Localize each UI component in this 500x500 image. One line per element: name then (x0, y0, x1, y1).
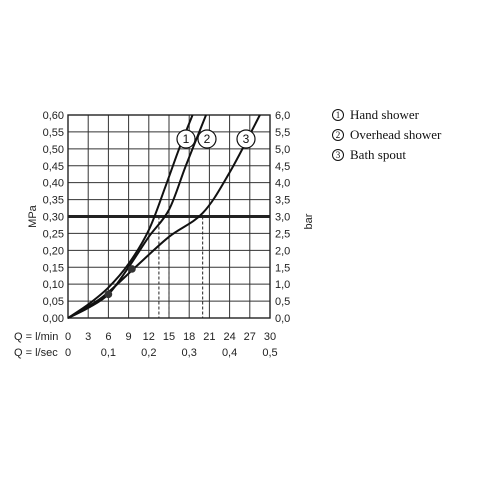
x-axis-tick-lsec: 0,3 (182, 347, 197, 359)
legend-marker (332, 149, 344, 161)
left-axis-tick-label: 0,05 (43, 296, 64, 308)
legend-label: Hand shower (350, 107, 420, 122)
x-axis-tick-lmin: 24 (223, 331, 235, 343)
curve-marker-2 (197, 129, 217, 149)
left-axis-tick-label: 0,60 (43, 110, 64, 122)
x-axis-tick-lmin: 21 (203, 331, 215, 343)
series-line-2 (67, 114, 207, 319)
legend: 1 Hand shower 2 Overhead shower 3 Bath spout (332, 107, 442, 162)
data-point (104, 290, 113, 299)
series-line-1 (67, 114, 194, 319)
left-axis-tick-label: 0,30 (43, 212, 64, 224)
right-axis-tick-label: 2,0 (275, 245, 290, 257)
left-axis-tick-label: 0,00 (43, 313, 64, 325)
legend-label: Bath spout (350, 147, 406, 162)
right-axis-tick-label: 5,5 (275, 127, 290, 139)
legend-marker (332, 129, 344, 141)
curve-marker-label: 2 (204, 132, 211, 146)
x-axis-tick-lmin: 15 (163, 331, 175, 343)
left-axis-title: MPa (27, 204, 39, 228)
right-axis-tick-label: 3,5 (275, 195, 290, 207)
left-axis-tick-label: 0,55 (43, 127, 64, 139)
x-axis-tick-lmin: 0 (65, 331, 71, 343)
x-axis-tick-lmin: 3 (85, 331, 91, 343)
curve-marker-label: 1 (183, 132, 190, 146)
curve-marker-3 (236, 129, 256, 149)
right-axis-tick-label: 0,0 (275, 313, 290, 325)
right-axis-tick-label: 3,0 (275, 212, 290, 224)
x-axis-tick-lsec: 0 (65, 347, 71, 359)
right-axis-tick-label: 4,0 (275, 178, 290, 190)
x-axis-tick-lmin: 30 (264, 331, 276, 343)
legend-marker-number: 3 (336, 150, 341, 160)
x-axis-tick-lmin: 12 (143, 331, 155, 343)
left-axis-tick-label: 0,15 (43, 262, 64, 274)
left-axis-tick-label: 0,45 (43, 161, 64, 173)
legend-marker-number: 1 (336, 110, 341, 120)
x-axis-tick-lmin: 6 (105, 331, 111, 343)
right-axis-tick-label: 4,5 (275, 161, 290, 173)
left-axis-tick-label: 0,35 (43, 195, 64, 207)
legend-marker (332, 109, 344, 121)
left-axis-tick-label: 0,20 (43, 245, 64, 257)
x-axis-title-lmin: Q = l/min (14, 331, 58, 343)
left-axis-tick-label: 0,50 (43, 144, 64, 156)
data-point (128, 265, 136, 273)
right-axis-tick-label: 1,0 (275, 279, 290, 291)
right-axis-tick-label: 5,0 (275, 144, 290, 156)
left-axis-tick-label: 0,25 (43, 228, 64, 240)
right-axis-tick-label: 0,5 (275, 296, 290, 308)
curve-marker-1 (176, 129, 196, 149)
x-axis-tick-lsec: 0,5 (262, 347, 277, 359)
curve-marker-label: 3 (243, 132, 250, 146)
x-axis-tick-lsec: 0,1 (101, 347, 116, 359)
legend-label: Overhead shower (350, 127, 442, 142)
right-axis-tick-label: 1,5 (275, 262, 290, 274)
x-axis-tick-lsec: 0,4 (222, 347, 237, 359)
tick-labels: 0,000,050,100,150,200,250,300,350,400,45… (14, 110, 315, 359)
left-axis-tick-label: 0,10 (43, 279, 64, 291)
x-axis-title-lsec: Q = l/sec (14, 347, 58, 359)
left-axis-tick-label: 0,40 (43, 178, 64, 190)
series-line-3 (67, 114, 261, 319)
x-axis-tick-lsec: 0,2 (141, 347, 156, 359)
right-axis-title: bar (303, 213, 315, 229)
right-axis-tick-label: 2,5 (275, 228, 290, 240)
x-axis-tick-lmin: 9 (126, 331, 132, 343)
legend-marker-number: 2 (336, 130, 341, 140)
x-axis-tick-lmin: 18 (183, 331, 195, 343)
x-axis-tick-lmin: 27 (244, 331, 256, 343)
right-axis-tick-label: 6,0 (275, 110, 290, 122)
